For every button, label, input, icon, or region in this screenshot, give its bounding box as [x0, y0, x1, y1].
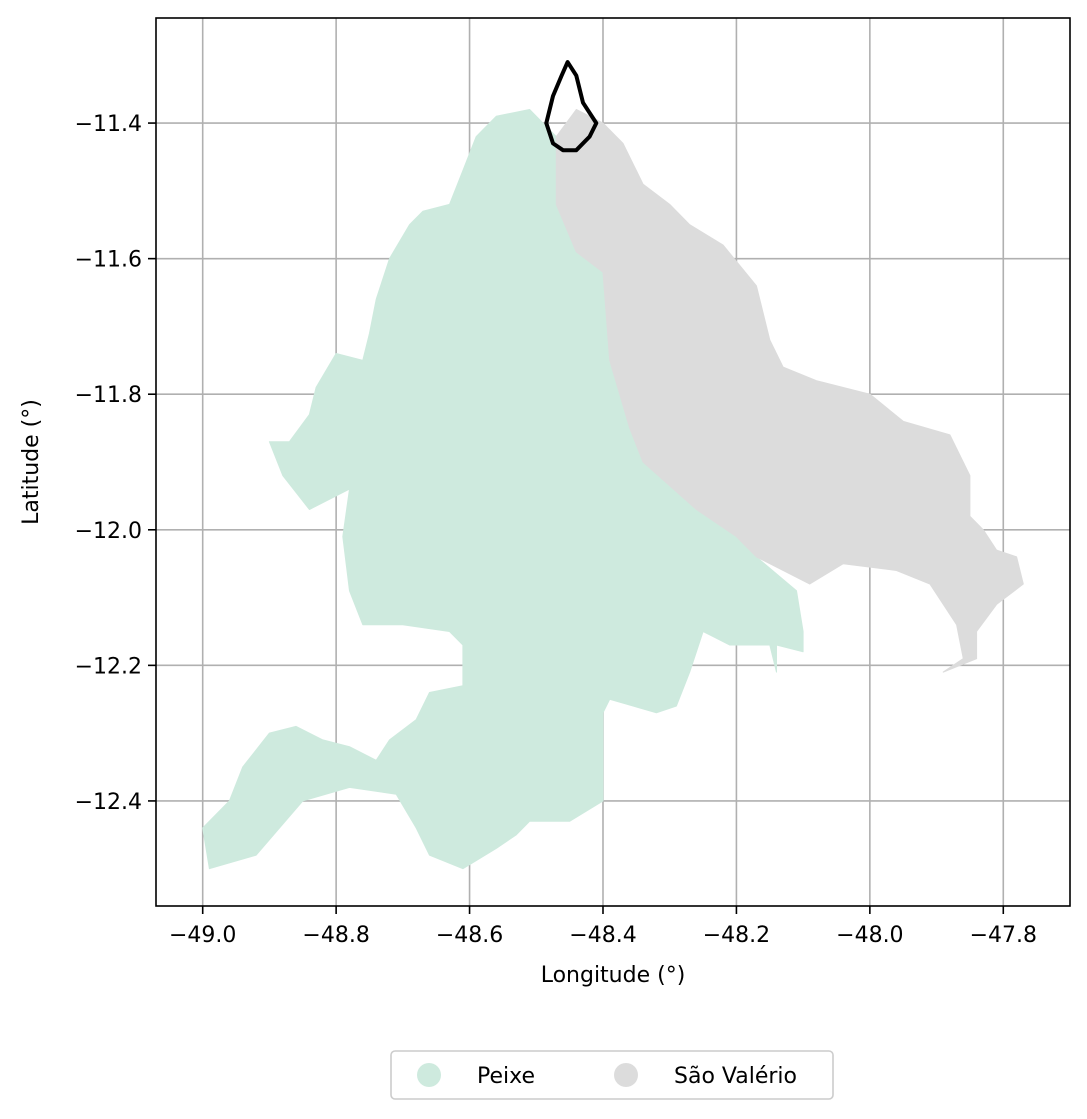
plot-frame — [155, 17, 1071, 907]
map-regions — [202, 109, 1024, 870]
legend-label-peixe: Peixe — [477, 1064, 535, 1089]
axis-ticks: −49.0 −48.8 −48.6 −48.4 −48.2 −48.0 −47.8 −11.4… — [75, 112, 1037, 948]
x-tick-label: −49.0 — [169, 923, 236, 948]
legend-swatch-peixe — [417, 1063, 441, 1087]
y-tick-label: −11.8 — [75, 383, 142, 408]
x-axis-title: Longitude (°) — [541, 963, 686, 988]
y-tick-label: −12.4 — [75, 790, 142, 815]
highlight-outline — [544, 60, 599, 153]
region-sao-valerio — [555, 109, 1024, 673]
y-tick-label: −11.6 — [75, 248, 142, 273]
x-tick-label: −48.0 — [836, 923, 903, 948]
x-tick-label: −48.4 — [569, 923, 636, 948]
x-tick-label: −48.6 — [436, 923, 503, 948]
y-axis-title: Latitude (°) — [19, 399, 44, 525]
x-tick-label: −47.8 — [970, 923, 1037, 948]
x-tick-label: −48.8 — [302, 923, 369, 948]
region-peixe — [202, 109, 804, 870]
outline-layer — [544, 60, 599, 153]
x-tick-label: −48.2 — [703, 923, 770, 948]
legend: Peixe São Valério — [390, 1050, 834, 1100]
y-tick-label: −12.0 — [75, 519, 142, 544]
legend-swatch-sao-valerio — [614, 1063, 638, 1087]
y-tick-label: −12.2 — [75, 654, 142, 679]
legend-frame — [390, 1050, 834, 1100]
legend-label-sao-valerio: São Valério — [674, 1064, 797, 1089]
y-tick-label: −11.4 — [75, 112, 142, 137]
